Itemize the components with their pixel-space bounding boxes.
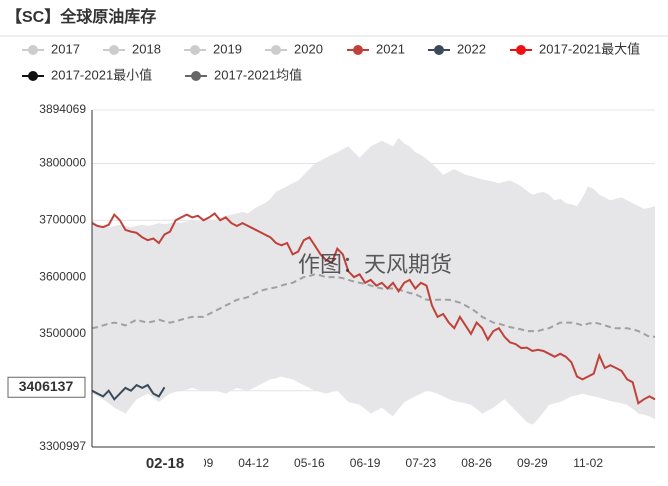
x-tick-label: 06-19 xyxy=(350,456,381,470)
series-line xyxy=(91,383,166,401)
legend-icon xyxy=(353,45,363,55)
x-tick-label: 08-26 xyxy=(461,456,492,470)
legend-icon xyxy=(190,45,200,55)
y-tick-label: 3600000 xyxy=(39,269,86,283)
legend-icon xyxy=(271,45,281,55)
watermark: 作图：天风期货 xyxy=(298,252,452,277)
legend-label: 2018 xyxy=(132,41,161,56)
legend-icon xyxy=(516,45,526,55)
series-line xyxy=(91,212,656,405)
legend-label: 2021 xyxy=(376,41,405,56)
pointer-x-label: 02-18 xyxy=(146,455,184,472)
y-tick-label: 3700000 xyxy=(39,212,86,226)
series-line xyxy=(91,273,655,338)
legend-icon xyxy=(434,45,444,55)
legend-label: 2020 xyxy=(294,41,323,56)
x-tick-label: 11-02 xyxy=(573,456,603,470)
y-tick-label: 3300997 xyxy=(39,439,86,453)
legend-label: 2017-2021最小值 xyxy=(51,67,152,82)
legend-label: 2017-2021最大值 xyxy=(539,41,640,56)
legend-icon xyxy=(191,71,201,81)
y-tick-label: 3894069 xyxy=(39,102,86,116)
pointer-x-box xyxy=(134,452,204,474)
legend-label: 2017 xyxy=(51,41,80,56)
legend-label: 2022 xyxy=(457,41,486,56)
x-tick-label: 05-16 xyxy=(294,456,325,470)
x-tick-label: 07-23 xyxy=(406,456,437,470)
legend-label: 2017-2021均值 xyxy=(214,67,302,82)
y-tick-label: 3800000 xyxy=(39,156,86,170)
legend-icon xyxy=(28,45,38,55)
legend-label: 2019 xyxy=(213,41,242,56)
pointer-y-box xyxy=(7,376,86,398)
pointer-y-label: 3406137 xyxy=(19,378,74,394)
y-tick-label: 3500000 xyxy=(39,326,86,340)
x-tick-label: 04-12 xyxy=(238,456,269,470)
legend-icon xyxy=(109,45,119,55)
legend-icon xyxy=(28,71,38,81)
chart-title: 【SC】全球原油库存 xyxy=(6,7,156,26)
x-tick-label: 09-29 xyxy=(517,456,548,470)
